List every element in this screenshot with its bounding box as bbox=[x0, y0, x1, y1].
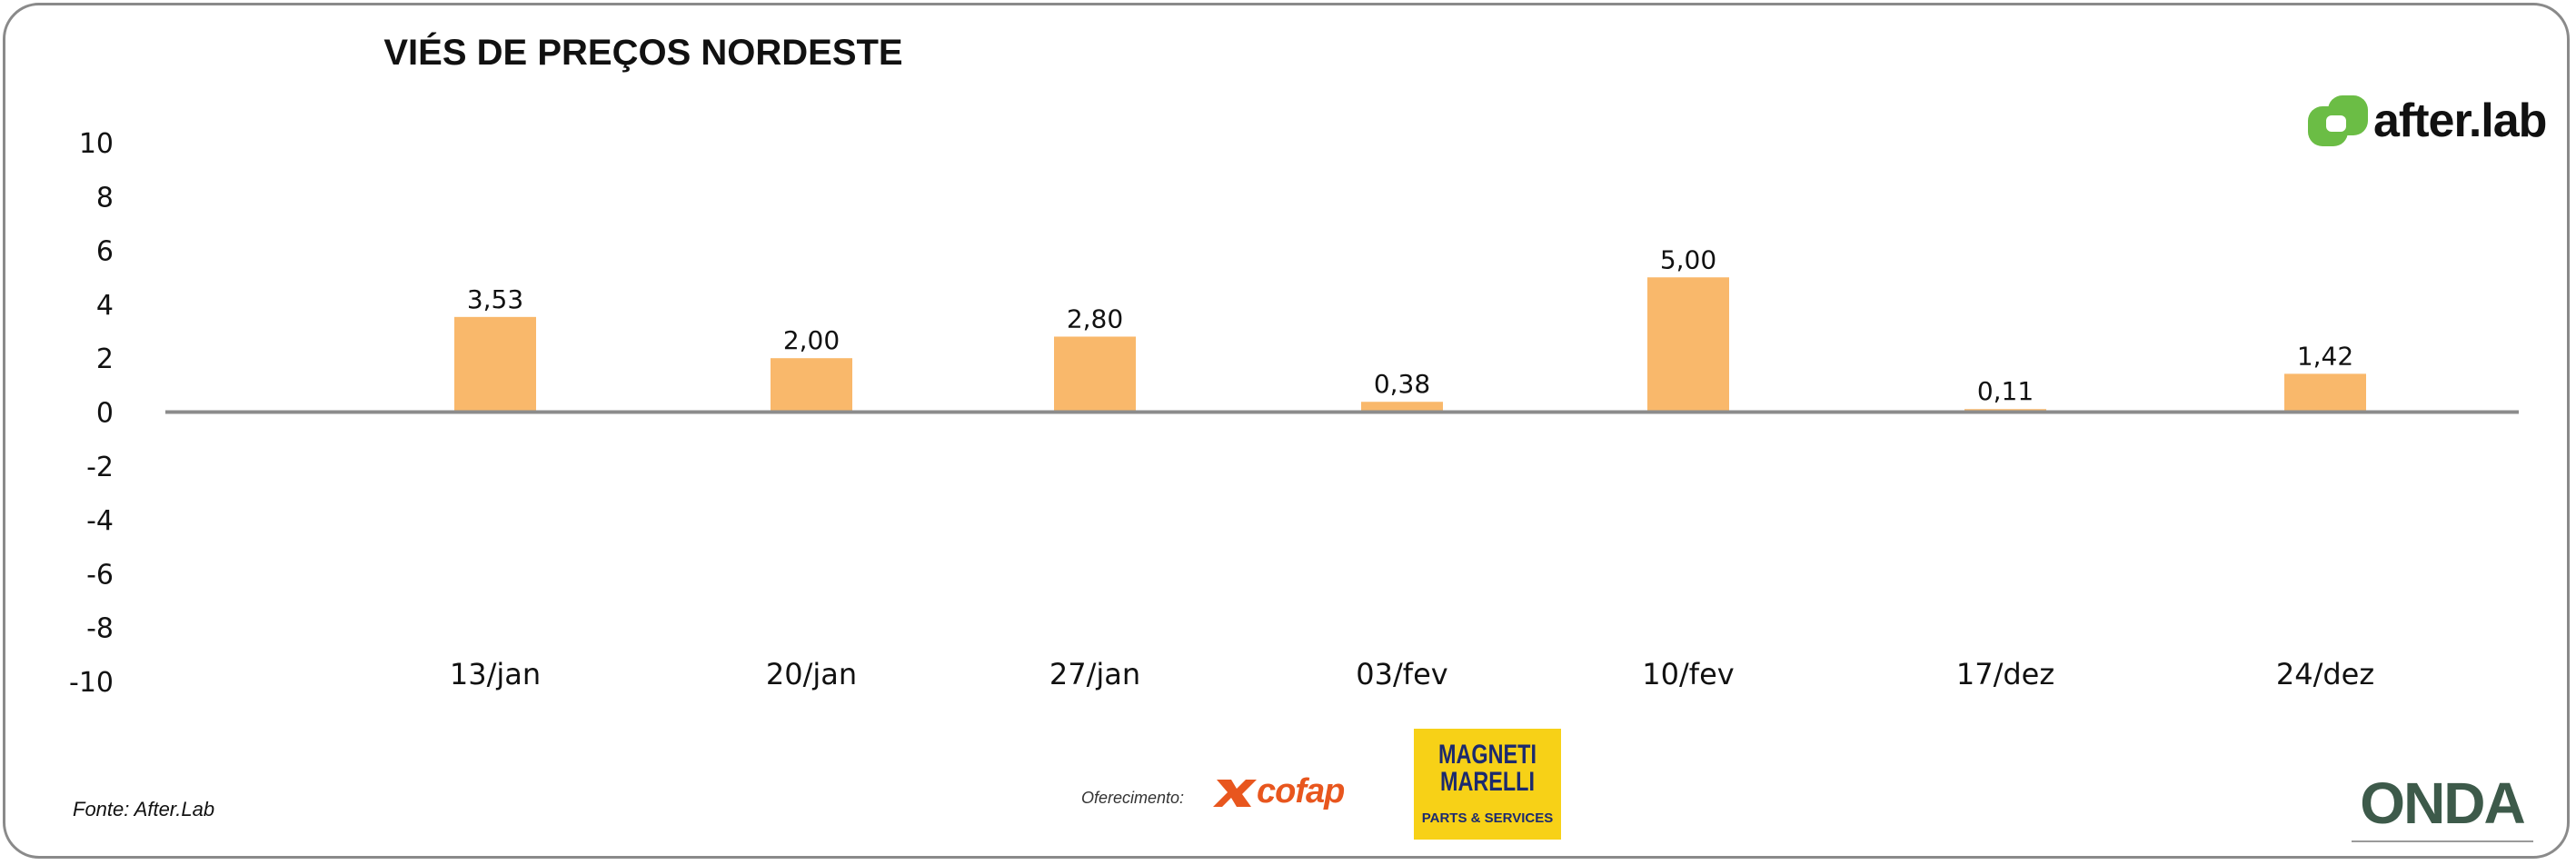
onda-logo: ONDA bbox=[2349, 774, 2535, 849]
chart-frame bbox=[3, 3, 2570, 859]
x-tick-label: 20/jan bbox=[766, 657, 857, 691]
y-axis-ticks: 10 8 6 4 2 0 -2 -4 -6 -8 -10 bbox=[69, 128, 114, 699]
x-axis-labels: 13/jan 20/jan 27/jan 03/fev 10/fev 17/dez 24/d… bbox=[450, 657, 2374, 691]
y-tick-label: 2 bbox=[96, 343, 114, 375]
sponsor-label: Oferecimento: bbox=[1081, 789, 1185, 807]
bar-03/fev bbox=[1361, 402, 1443, 413]
bar-27/jan bbox=[1054, 336, 1136, 413]
y-tick-label: 0 bbox=[96, 398, 114, 430]
value-label: 1,42 bbox=[2297, 341, 2353, 371]
value-labels: 3,53 2,00 2,80 0,38 5,00 0,11 1,42 bbox=[467, 244, 2353, 406]
onda-tagline-graphic bbox=[2349, 838, 2535, 846]
magneti-marelli-logo: MAGNETI MARELLI PARTS & SERVICES bbox=[1414, 729, 1561, 840]
bar-20/jan bbox=[771, 358, 852, 413]
y-tick-label: -10 bbox=[69, 667, 114, 699]
chart-title: VIÉS DE PREÇOS NORDESTE bbox=[383, 33, 903, 73]
bars bbox=[454, 277, 2366, 413]
afterlab-wordmark: after.lab bbox=[2373, 94, 2547, 147]
y-tick-label: -6 bbox=[86, 559, 114, 591]
x-tick-label: 10/fev bbox=[1642, 657, 1734, 691]
value-label: 5,00 bbox=[1660, 244, 1716, 274]
onda-wordmark: ONDA bbox=[2360, 771, 2525, 836]
y-tick-label: -2 bbox=[86, 452, 114, 483]
magneti-line1: MAGNETI bbox=[1438, 740, 1537, 770]
bar-13/jan bbox=[454, 316, 536, 413]
value-label: 2,00 bbox=[783, 325, 840, 355]
x-tick-label: 13/jan bbox=[450, 657, 541, 691]
bar-24/dez bbox=[2284, 373, 2366, 413]
y-tick-label: 4 bbox=[96, 290, 114, 322]
y-tick-label: 10 bbox=[79, 128, 114, 160]
magneti-tagline: PARTS & SERVICES bbox=[1421, 810, 1554, 826]
y-tick-label: -8 bbox=[86, 613, 114, 645]
afterlab-logo: after.lab bbox=[2306, 93, 2551, 149]
value-label: 0,38 bbox=[1374, 369, 1430, 399]
y-tick-label: 6 bbox=[96, 236, 114, 268]
x-tick-label: 03/fev bbox=[1356, 657, 1447, 691]
source-note: Fonte: After.Lab bbox=[73, 798, 215, 820]
cofap-wordmark: cofap bbox=[1257, 772, 1345, 810]
y-tick-label: -4 bbox=[86, 505, 114, 537]
x-tick-label: 27/jan bbox=[1049, 657, 1140, 691]
x-tick-label: 24/dez bbox=[2276, 657, 2374, 691]
y-tick-label: 8 bbox=[96, 182, 114, 214]
value-label: 2,80 bbox=[1067, 303, 1123, 333]
cofap-mark-icon bbox=[1213, 780, 1257, 807]
bar-10/fev bbox=[1647, 277, 1729, 413]
cofap-logo: cofap bbox=[1213, 772, 1386, 812]
x-tick-label: 17/dez bbox=[1956, 657, 2054, 691]
magneti-line2: MARELLI bbox=[1439, 767, 1535, 797]
value-label: 0,11 bbox=[1977, 376, 2034, 406]
value-label: 3,53 bbox=[467, 284, 523, 314]
afterlab-mark-icon bbox=[2306, 94, 2370, 148]
